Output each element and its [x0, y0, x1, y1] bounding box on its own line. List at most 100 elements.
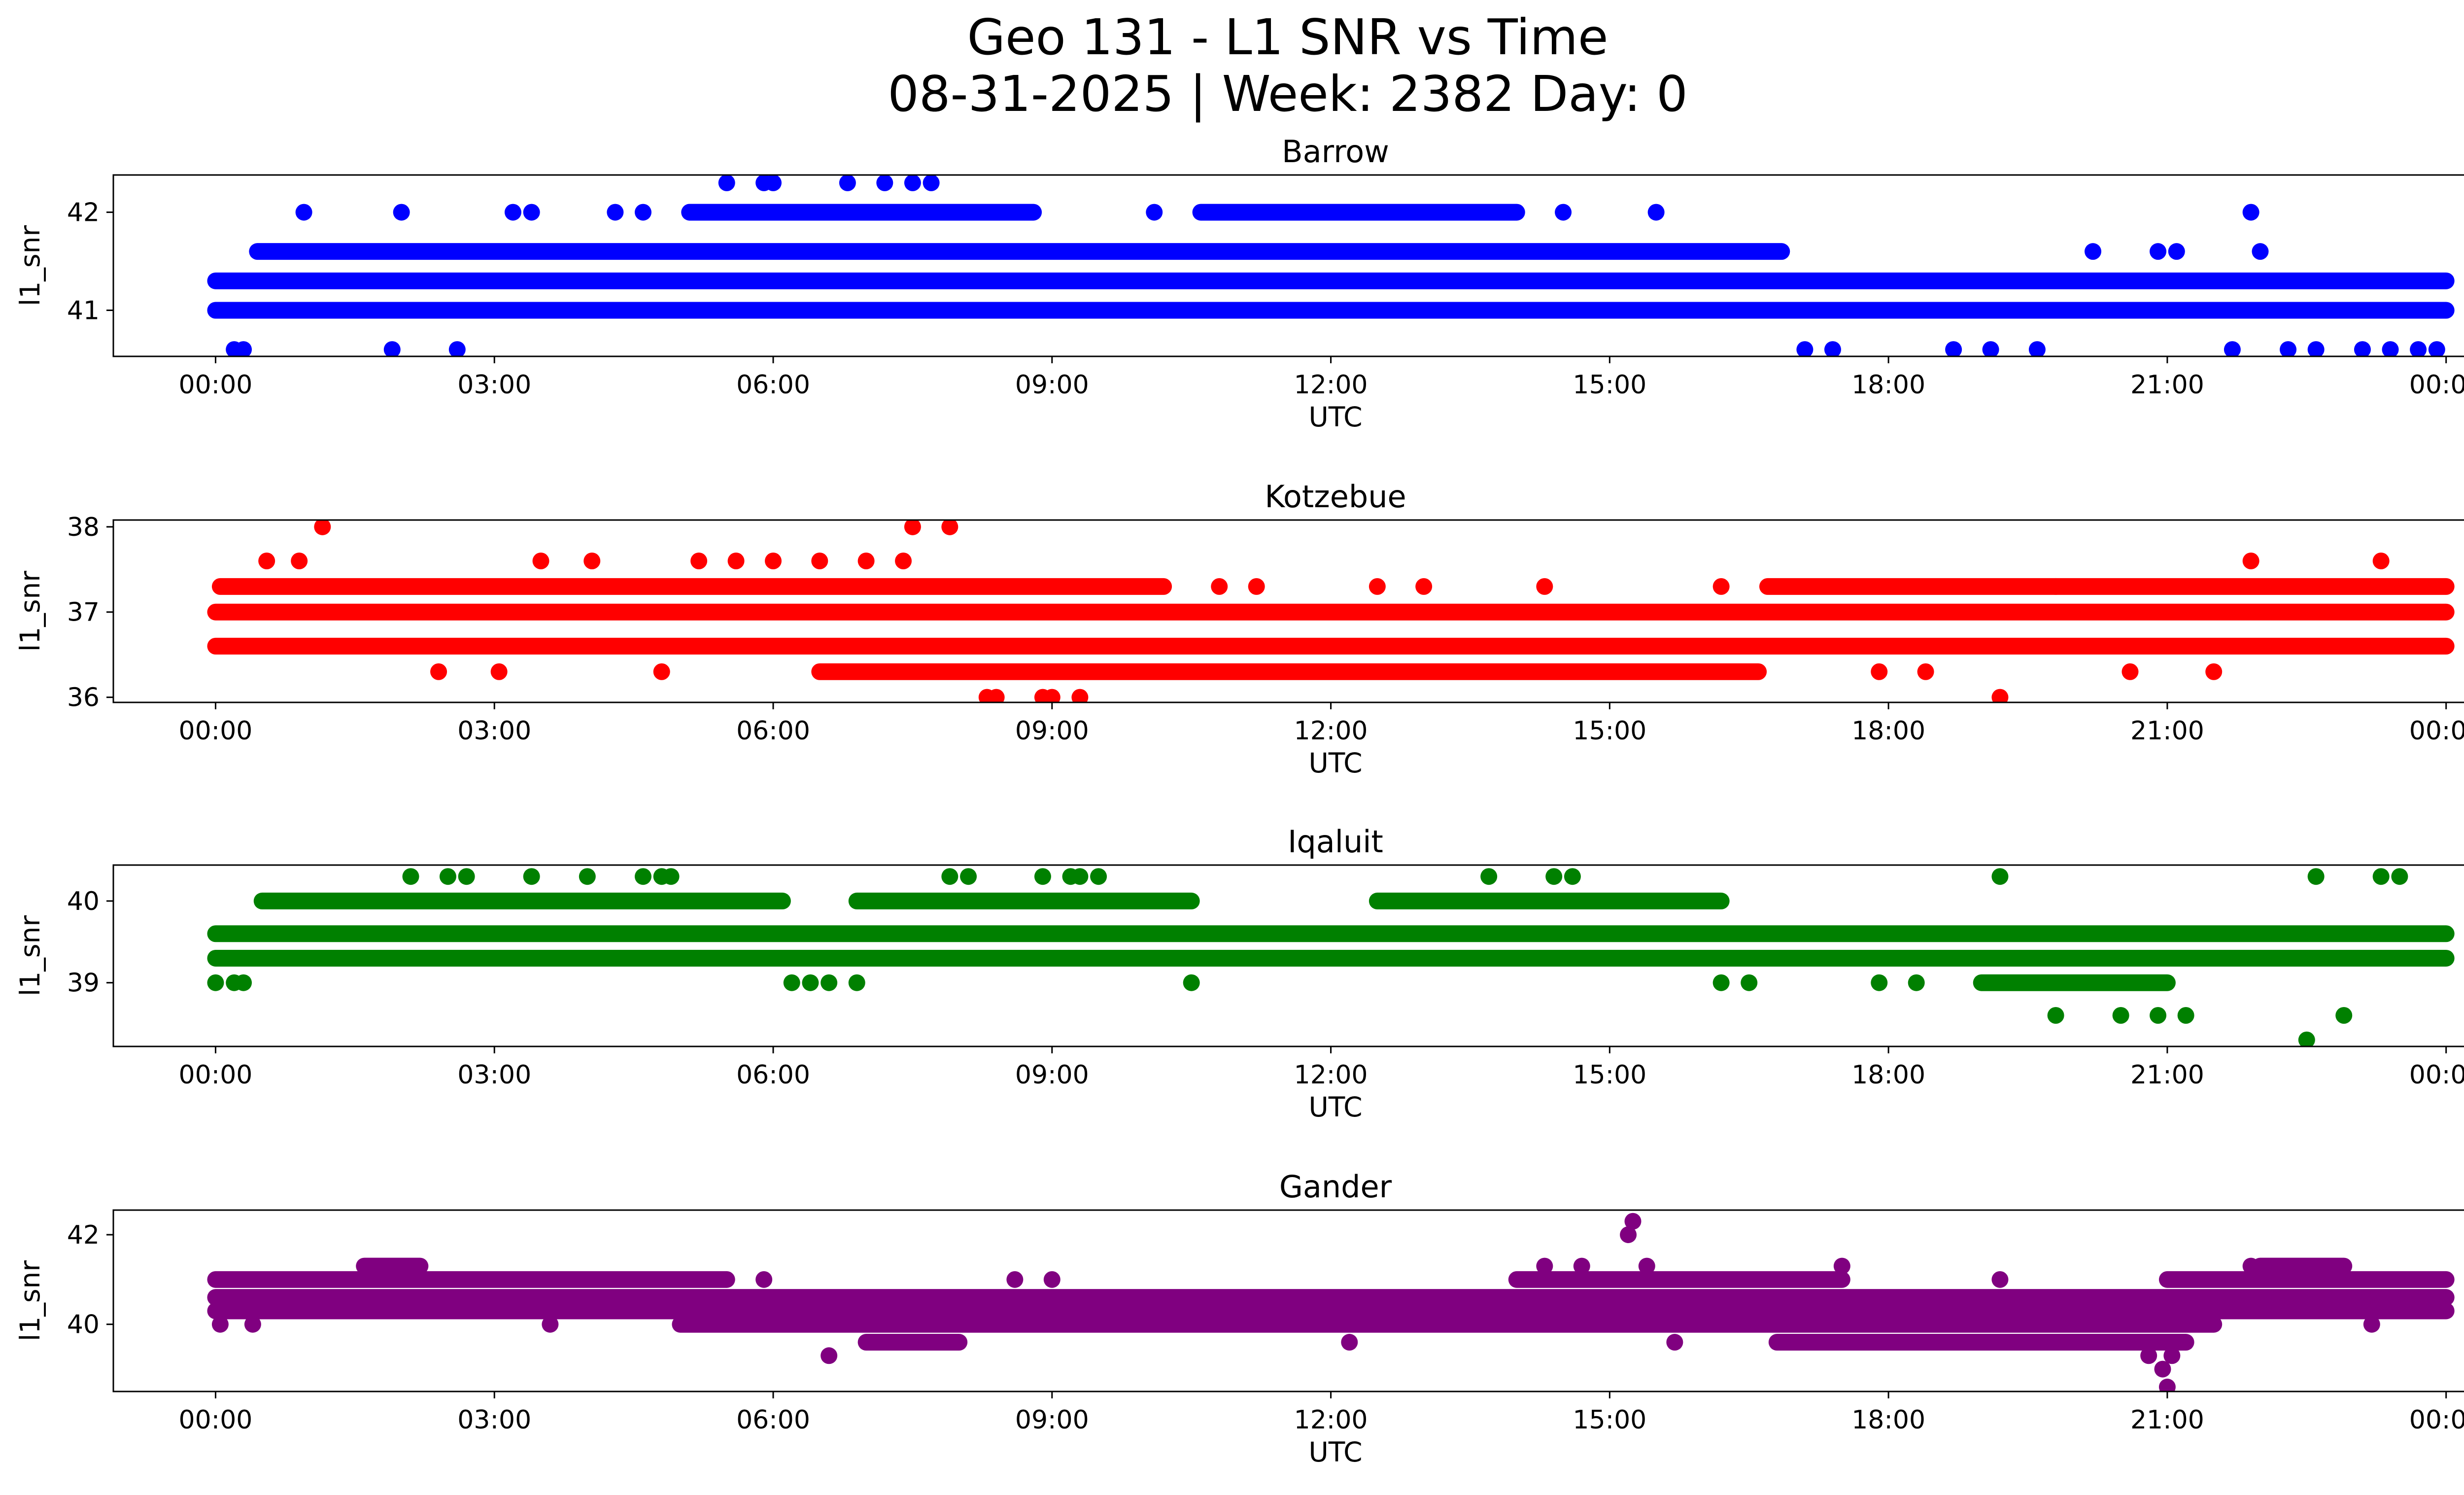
x-tick-label: 00:00 [179, 370, 253, 400]
scatter-point [662, 868, 680, 885]
scatter-point [2280, 341, 2297, 356]
scatter-point [1183, 974, 1200, 991]
x-tick-label: 00:00 [179, 716, 253, 746]
x-tick-label: 00:00 [179, 1060, 253, 1090]
y-tick-label: 42 [67, 198, 100, 228]
scatter-point [2150, 1007, 2167, 1024]
scatter-point [2140, 1347, 2157, 1364]
x-tick-label: 00:00 [2409, 370, 2464, 400]
x-tick-label: 03:00 [457, 370, 531, 400]
scatter-point [857, 552, 875, 569]
x-tick-label: 06:00 [736, 370, 810, 400]
x-tick-label: 03:00 [457, 1060, 531, 1090]
scatter-point [448, 341, 466, 356]
scatter-point [2163, 1347, 2181, 1364]
scatter-point [490, 663, 508, 680]
scatter-point [1415, 578, 1433, 595]
scatter-point [1071, 868, 1089, 885]
axes-frame [112, 1209, 2464, 1392]
scatter-point [235, 974, 252, 991]
y-tick-label: 40 [67, 1310, 100, 1340]
scatter-point [2354, 341, 2371, 356]
scatter-point [2428, 341, 2445, 356]
scatter-point [1712, 974, 1730, 991]
y-axis-label: l1_snr [14, 915, 46, 996]
scatter-point [1146, 204, 1163, 221]
y-tick-label: 41 [67, 296, 100, 326]
x-tick-label: 15:00 [1573, 716, 1646, 746]
scatter-point [2177, 1007, 2194, 1024]
scatter-point [2047, 1007, 2064, 1024]
scatter-point [1211, 578, 1228, 595]
scatter-point [523, 204, 540, 221]
scatter-point [765, 175, 782, 191]
y-axis-label: l1_snr [14, 225, 46, 306]
scatter-point [1917, 663, 1934, 680]
scatter-point [542, 1316, 559, 1333]
scatter-point [718, 175, 735, 191]
scatter-point [2205, 663, 2223, 680]
scatter-point [439, 868, 456, 885]
x-tick-label: 12:00 [1294, 1405, 1368, 1435]
scatter-point [2372, 552, 2390, 569]
subplots: Barrow 00:00 03:00 06:00 09:00 12:00 15:00 18:0… [14, 134, 2464, 1468]
scatter-point [1201, 302, 1219, 319]
scatter-points [207, 868, 2455, 1046]
scatter-point [1991, 868, 2009, 885]
y-tick-label: 37 [67, 598, 100, 627]
scatter-point [1638, 1257, 1655, 1275]
axes-frame [112, 864, 2464, 1047]
scatter-point [1833, 1257, 1850, 1275]
scatter-point [941, 520, 958, 535]
scatter-point [1712, 578, 1730, 595]
scatter-point [1043, 1271, 1061, 1288]
scatter-point [904, 520, 921, 535]
scatter-point [258, 552, 275, 569]
scatter-point [904, 175, 921, 191]
scatter-points [207, 1213, 2455, 1391]
x-tick-label: 00:00 [179, 1405, 253, 1435]
scatter-point [1624, 1213, 1642, 1230]
scatter-point [1926, 1334, 1944, 1351]
scatter-point [207, 974, 224, 991]
scatter-point [2335, 1007, 2353, 1024]
x-tick-label: 06:00 [736, 1060, 810, 1090]
scatter-point [755, 1271, 773, 1288]
scatter-point [1545, 868, 1563, 885]
scatter-point [1341, 1334, 1358, 1351]
x-tick-label: 09:00 [1015, 716, 1089, 746]
scatter-point [2158, 1378, 2176, 1391]
x-tick-label: 00:00 [2409, 716, 2464, 746]
scatter-point [1871, 974, 1888, 991]
scatter-point [504, 204, 521, 221]
x-tick-label: 15:00 [1573, 1405, 1646, 1435]
scatter-point [1647, 204, 1665, 221]
y-axis-label: l1_snr [14, 1260, 46, 1341]
scatter-point [295, 204, 312, 221]
x-axis-label: UTC [1308, 1436, 1362, 1468]
subplot-barrow: Barrow 00:00 03:00 06:00 09:00 12:00 15:00 18:0… [14, 134, 2464, 433]
scatter-point [579, 868, 596, 885]
x-tick-label: 09:00 [1015, 1060, 1089, 1090]
subplot-iqaluit: Iqaluit 00:00 03:00 06:00 09:00 12:00 15:00 18:… [14, 824, 2464, 1123]
scatter-point [244, 1316, 261, 1333]
scatter-point [1536, 578, 1553, 595]
scatter-point [690, 552, 708, 569]
scatter-point [2372, 868, 2390, 885]
x-tick-label: 21:00 [2130, 370, 2204, 400]
scatter-point [941, 868, 958, 885]
x-tick-label: 18:00 [1851, 1060, 1925, 1090]
x-tick-label: 09:00 [1015, 1405, 1089, 1435]
x-tick-label: 06:00 [736, 1405, 810, 1435]
scatter-point [1991, 1271, 2009, 1288]
scatter-point [1034, 868, 1051, 885]
scatter-point [2224, 341, 2241, 356]
x-axis-label: UTC [1308, 401, 1362, 433]
scatter-point [1796, 1334, 1814, 1351]
scatter-point [1741, 974, 1758, 991]
x-tick-label: 15:00 [1573, 370, 1646, 400]
scatter-point [2122, 663, 2139, 680]
y-axis-label: l1_snr [14, 571, 46, 652]
axes-frame [112, 519, 2464, 703]
scatter-point [402, 868, 419, 885]
